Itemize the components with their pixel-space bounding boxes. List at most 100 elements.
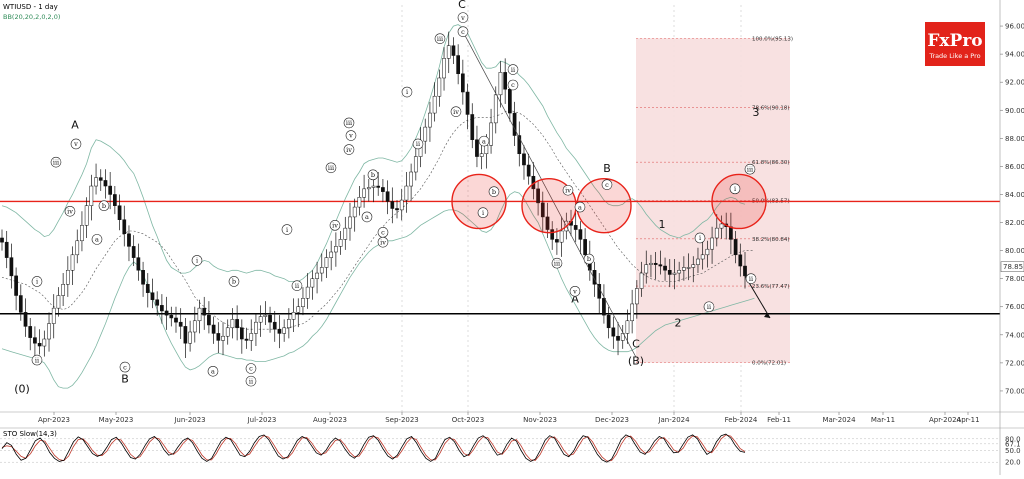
candle-body [710, 237, 714, 250]
roman-label-circle [434, 33, 446, 44]
roman-label: a [95, 236, 99, 244]
candle-body [80, 225, 84, 242]
roman-label: b [371, 171, 375, 179]
roman-label-circle [245, 375, 257, 387]
roman-label: c [511, 81, 515, 89]
candle-body [28, 326, 33, 338]
roman-label: c [249, 365, 253, 373]
roman-label: ii [749, 275, 753, 283]
candle-body [489, 122, 493, 146]
y-tick-label: 76.00 [1005, 303, 1024, 311]
x-tick-label: Mar-2024 [822, 416, 856, 424]
candle-body [188, 331, 192, 344]
x-tick-label: Nov-2023 [523, 416, 557, 424]
roman-label-circle [291, 280, 303, 291]
roman-label: i [196, 257, 198, 265]
osc-tick-label: 80.0 [1005, 435, 1021, 443]
candle-body [211, 324, 216, 334]
y-tick-label: 96.00 [1005, 23, 1024, 31]
wave-label: C [632, 337, 640, 350]
candle-body [23, 312, 28, 327]
osc-tick-label: 50.0 [1005, 447, 1021, 455]
candle-body [512, 112, 517, 136]
stochastic-panel: 80.067.150.0 20.0 [0, 433, 1021, 467]
candle-body [98, 177, 103, 181]
osc-tick-label: 20.0 [1005, 459, 1021, 467]
candle-body [493, 94, 498, 124]
symbol-title: WTIUSD - 1 day [3, 3, 58, 11]
roman-label-circle [281, 224, 293, 235]
candle-body [484, 145, 489, 155]
candle-body [691, 264, 696, 268]
candle-body [634, 288, 639, 305]
candle-body [150, 292, 155, 300]
roman-label-circle [412, 138, 424, 150]
fib-level-label: 61.8%(86.30) [752, 160, 790, 166]
roman-label-circle [367, 169, 379, 181]
roman-label-circle [569, 286, 581, 297]
candle-body [423, 126, 428, 142]
roman-label-circle [729, 183, 741, 195]
candle-body [385, 191, 390, 202]
x-tick-label: Mar-11 [871, 416, 895, 424]
candle-body [677, 270, 682, 274]
candle-body [131, 246, 136, 258]
roman-label-circle [228, 276, 240, 287]
candle-body [620, 333, 625, 341]
candle-body [738, 254, 743, 267]
candle-body [254, 321, 258, 334]
candle-body [649, 262, 653, 265]
candle-body [183, 326, 188, 344]
wave-label: C [458, 0, 466, 11]
candle-body [437, 77, 442, 97]
candle-body [705, 248, 710, 256]
candle-body [465, 91, 470, 115]
roman-label: a [482, 137, 486, 145]
x-tick-label: Jun-2023 [173, 416, 205, 424]
candle-body [475, 139, 479, 157]
roman-label-circle [343, 117, 355, 129]
wave-label: (0) [14, 382, 30, 395]
candle-body [56, 295, 61, 309]
roman-label-circle [70, 138, 82, 150]
roman-label-circle [574, 201, 586, 213]
candle-body [9, 257, 14, 277]
roman-label-circle [562, 184, 574, 196]
candle-body [319, 267, 324, 274]
candle-body [282, 327, 287, 334]
candle-body [169, 314, 174, 319]
y-tick-label: 88.00 [1005, 135, 1024, 143]
roman-label: c [461, 28, 465, 36]
candle-body [197, 307, 202, 322]
wave-label: A [71, 119, 79, 132]
roman-label: ii [249, 377, 253, 385]
x-tick-label: Feb-11 [767, 416, 791, 424]
candle-body [65, 270, 70, 285]
roman-label-circle [207, 365, 219, 377]
candle-body [540, 202, 545, 218]
y-tick-label: 86.00 [1005, 163, 1024, 171]
candle-body [348, 216, 352, 229]
candle-body [338, 239, 343, 247]
roman-label-circle [325, 162, 337, 174]
x-tick-label: Apr-2024 [929, 416, 962, 424]
roman-label-circle [345, 130, 357, 141]
roman-label-circle [694, 232, 706, 244]
candle-body [329, 251, 334, 258]
candle-body [113, 194, 117, 206]
wave-label: 1 [659, 218, 666, 231]
roman-label: iv [380, 238, 386, 246]
roman-label: v [73, 140, 78, 148]
roman-label: i [482, 209, 484, 217]
roman-label-circle [745, 273, 757, 284]
roman-label-circle [507, 79, 519, 91]
roman-label: i [699, 234, 701, 242]
candle-body [522, 153, 526, 166]
candle-body [258, 316, 263, 323]
candle-body [526, 164, 531, 177]
candle-body [658, 264, 663, 267]
candle-body [192, 320, 197, 333]
candle-body [550, 229, 555, 240]
candle-body [103, 180, 108, 187]
